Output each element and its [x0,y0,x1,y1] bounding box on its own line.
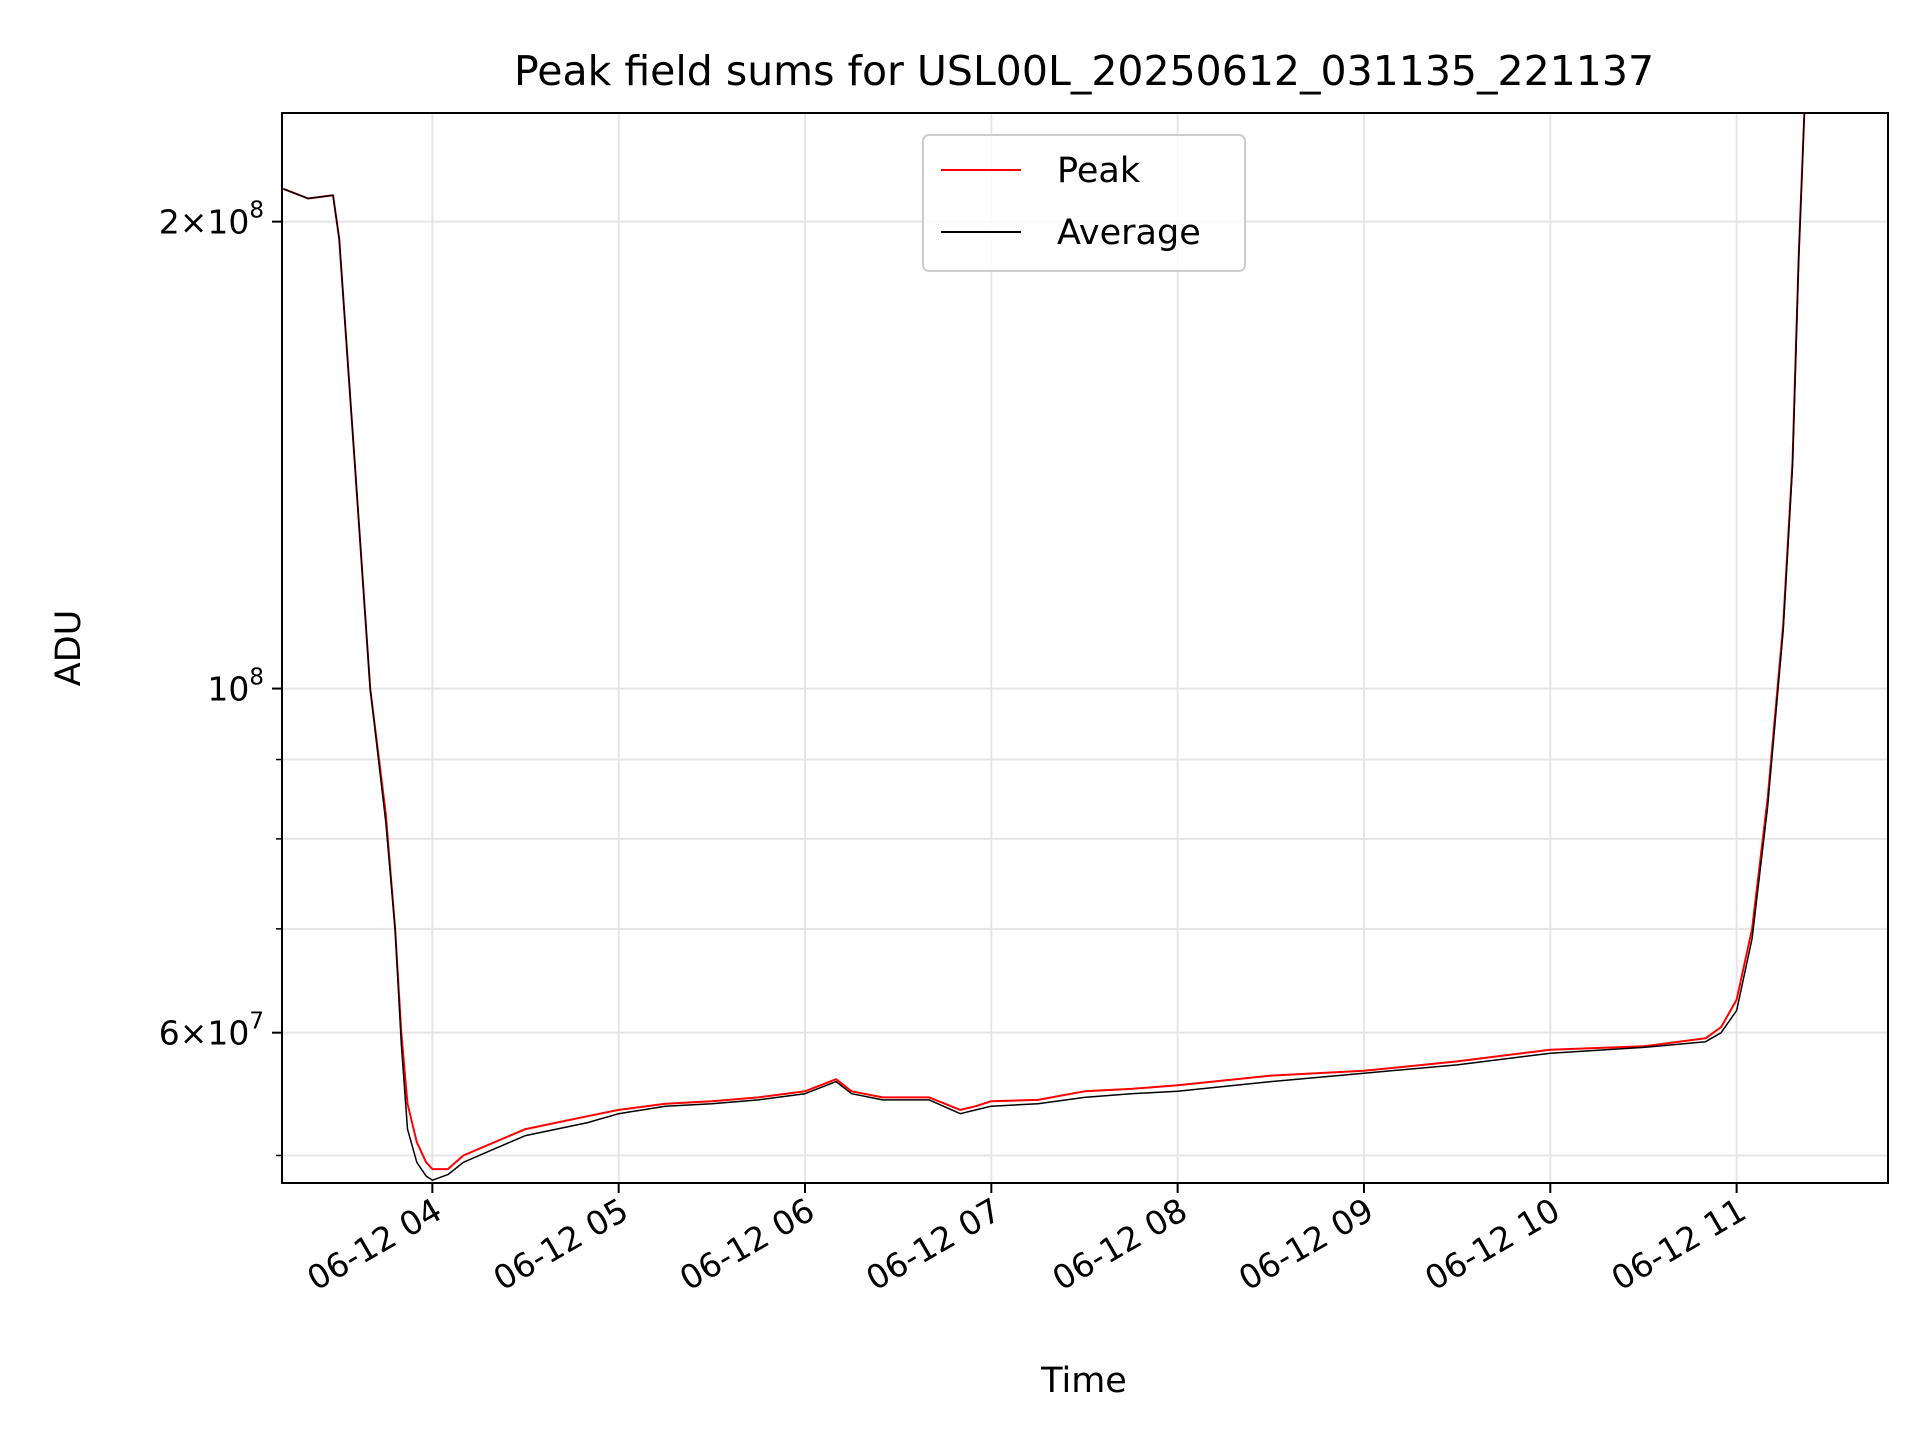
x-tick-label: 06-12 10 [1418,1190,1566,1298]
grid-layer [282,113,1888,1183]
x-tick-label: 06-12 11 [1605,1190,1753,1298]
plot-area [282,113,1806,1181]
x-tick-label: 06-12 05 [487,1190,635,1298]
x-tick-label: 06-12 08 [1046,1190,1194,1298]
plot-frame [281,112,1889,1184]
x-axis: 06-12 04 06-12 05 06-12 06 06-12 07 06-12 08… [300,1183,1753,1298]
x-tick-label: 06-12 06 [673,1190,821,1298]
chart-title: Peak field sums for USL00L_20250612_0311… [514,47,1654,95]
legend-label-average: Average [1057,213,1201,253]
y-tick-label: 2×108 [159,198,264,242]
legend-label-peak: Peak [1057,151,1141,191]
y-tick-label: 108 [207,665,264,709]
y-axis: 6×107 108 2×108 [159,198,282,1157]
x-tick-label: 06-12 04 [300,1190,448,1298]
x-axis-label: Time [1040,1361,1127,1401]
legend: Peak Average [922,134,1246,272]
y-tick-label: 6×107 [159,1009,264,1053]
x-tick-label: 06-12 09 [1232,1190,1380,1298]
x-tick-label: 06-12 07 [859,1190,1007,1298]
series-line-average [283,113,1806,1181]
y-axis-label: ADU [49,610,89,687]
